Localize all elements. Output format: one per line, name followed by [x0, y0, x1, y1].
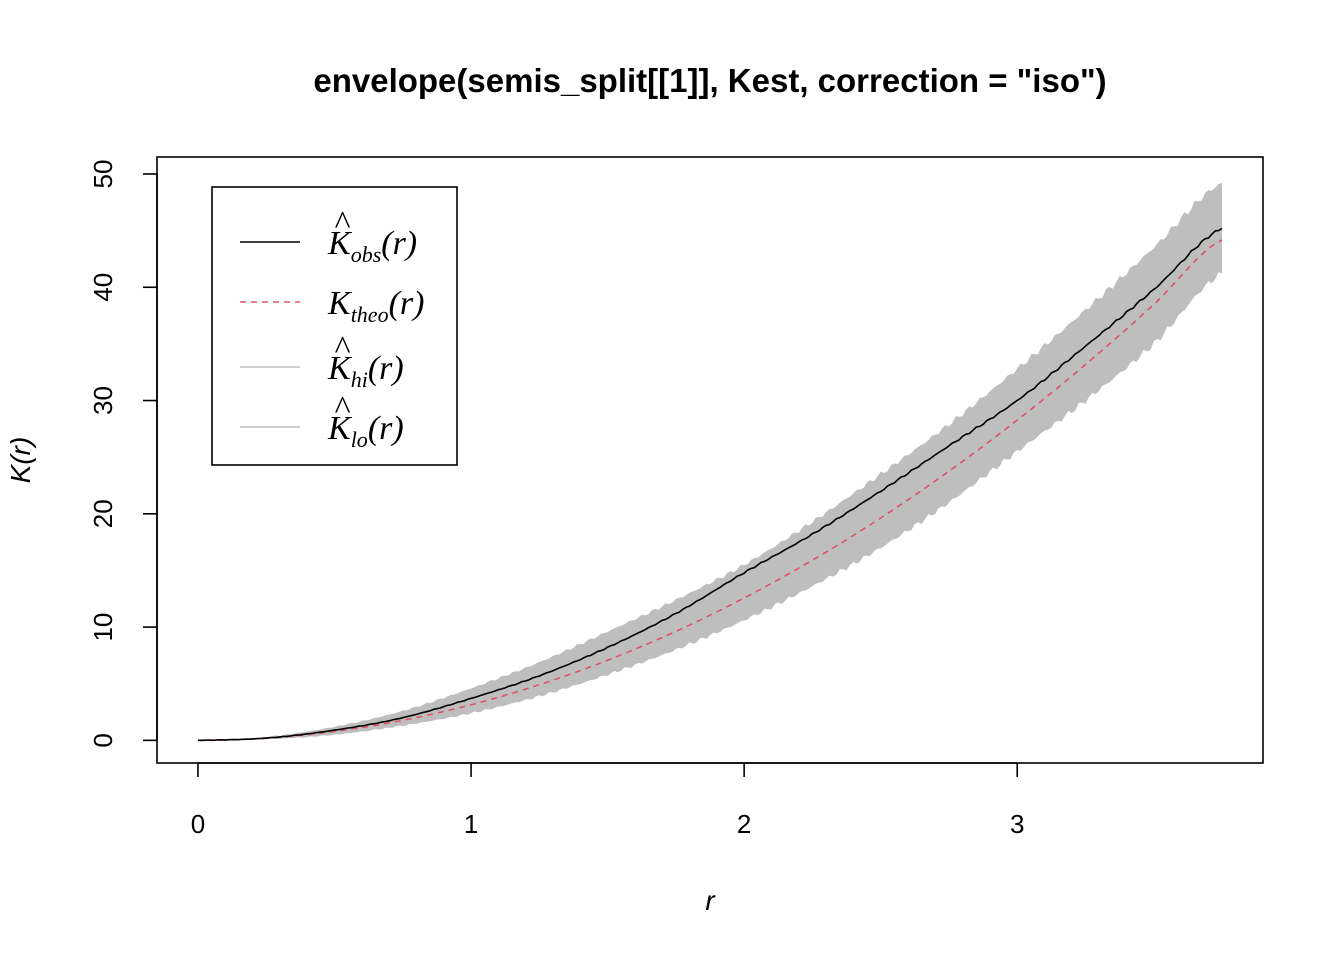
y-tick-label: 40: [88, 273, 118, 302]
y-axis-label: K(r): [5, 437, 36, 484]
legend-label-obs: Kobs(r): [327, 225, 417, 267]
series-line-theo: [198, 239, 1223, 742]
x-tick-label: 1: [464, 809, 478, 839]
y-tick-label: 0: [88, 733, 118, 747]
y-tick-label: 10: [88, 613, 118, 642]
x-tick-label: 3: [1010, 809, 1024, 839]
x-axis-label: r: [705, 885, 716, 916]
x-tick-label: 0: [191, 809, 205, 839]
legend-hat: ^: [334, 390, 351, 427]
series-line-obs: [197, 227, 1223, 742]
series-line-layer: [197, 227, 1223, 742]
legend-hat: ^: [334, 330, 351, 367]
envelope-band: [198, 183, 1222, 741]
x-axis: 0 1 2 3: [191, 762, 1024, 839]
legend: ^Kobs(r)Ktheo(r)^Khi(r)^Klo(r): [211, 186, 458, 466]
legend-label-hi: Khi(r): [327, 350, 404, 392]
legend-box: [211, 186, 458, 466]
envelope-band-layer: [198, 183, 1222, 741]
legend-hat: ^: [334, 205, 351, 242]
chart-title: envelope(semis_split[[1]], Kest, correct…: [313, 62, 1106, 99]
y-tick-label: 30: [88, 386, 118, 415]
x-tick-label: 2: [737, 809, 751, 839]
legend-label-lo: Klo(r): [327, 410, 404, 452]
legend-label-theo: Ktheo(r): [327, 285, 424, 327]
y-tick-label: 50: [88, 160, 118, 189]
y-tick-label: 20: [88, 499, 118, 528]
y-axis: 0 10 20 30 40 50: [88, 160, 158, 748]
